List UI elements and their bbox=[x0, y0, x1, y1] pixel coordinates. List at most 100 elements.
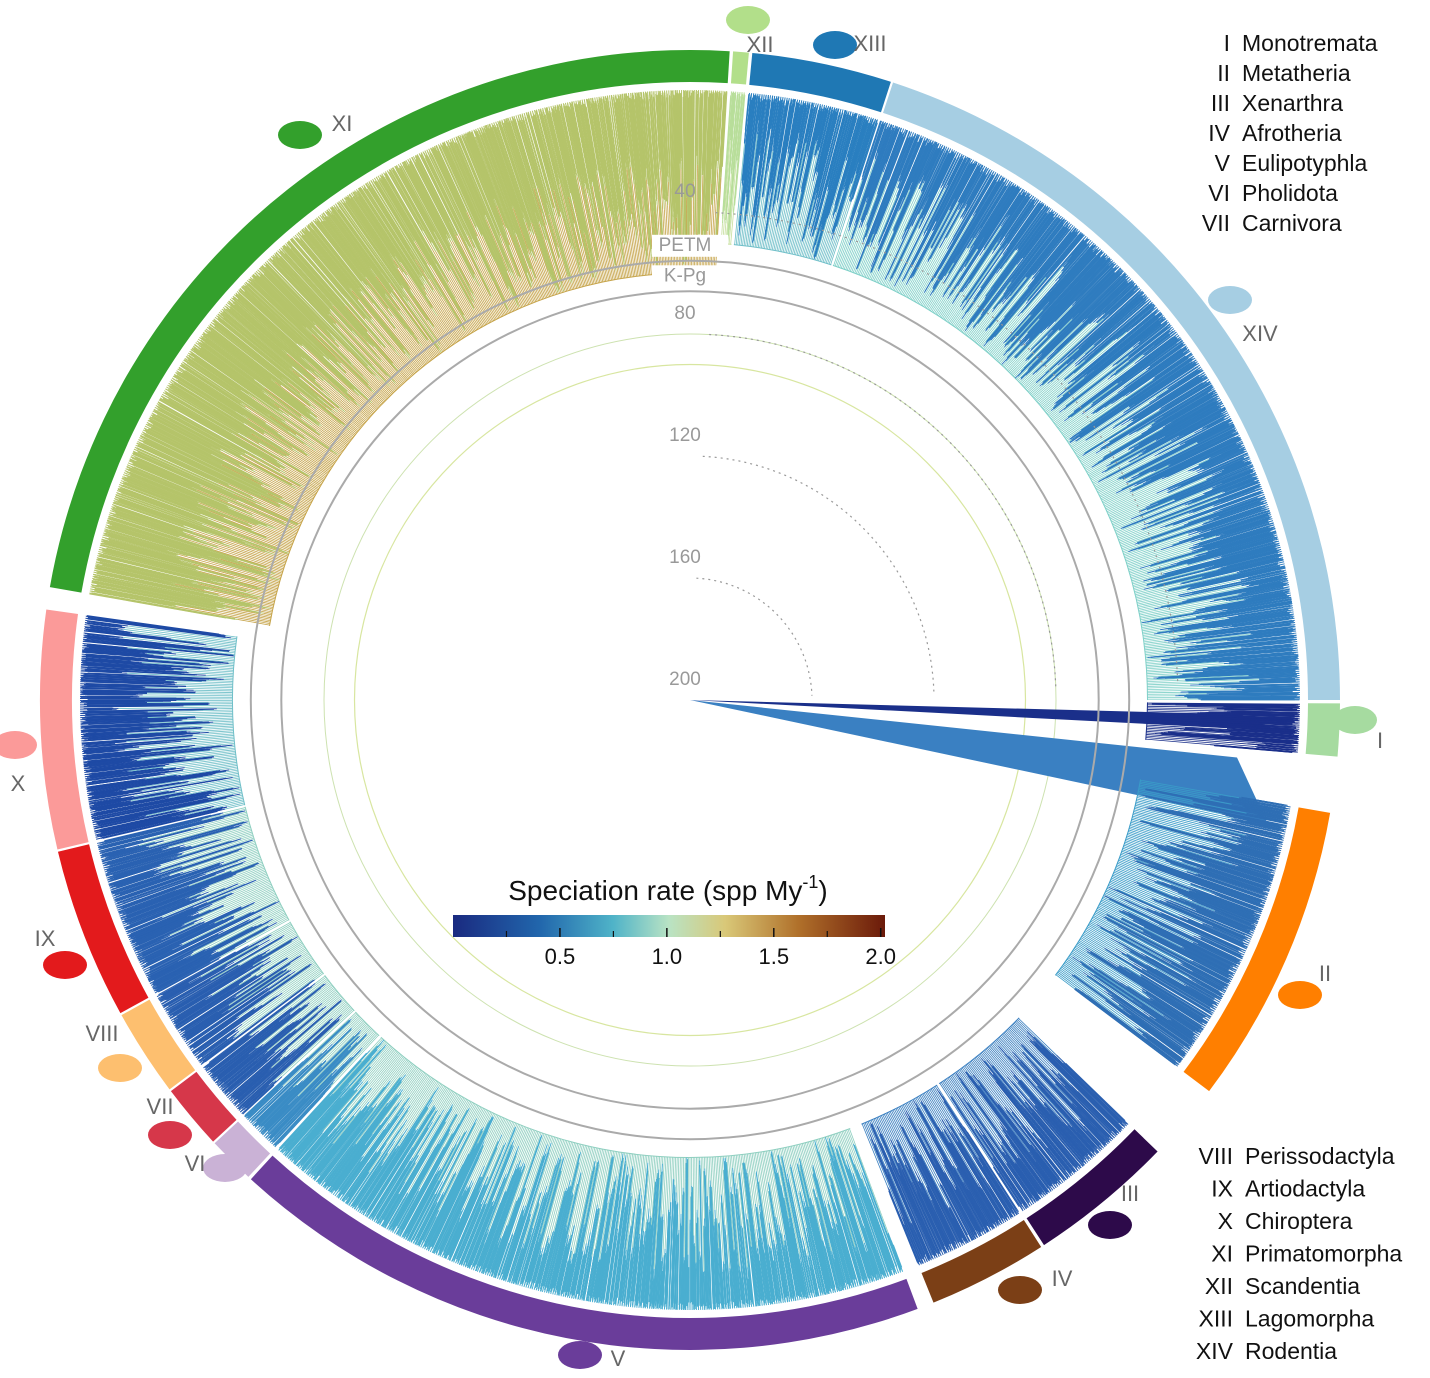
tip bbox=[1006, 1076, 1084, 1167]
tip bbox=[1209, 941, 1242, 958]
tip bbox=[80, 693, 143, 696]
branch bbox=[1124, 841, 1174, 859]
tip bbox=[939, 1182, 971, 1243]
phylogeny bbox=[79, 89, 1300, 1310]
branch bbox=[1114, 868, 1189, 899]
branch bbox=[971, 1059, 1011, 1109]
branch bbox=[968, 1062, 1032, 1145]
tip bbox=[928, 1130, 986, 1234]
tip bbox=[918, 1194, 946, 1252]
tip bbox=[901, 1126, 960, 1243]
tip bbox=[1133, 881, 1255, 932]
branch bbox=[1097, 906, 1121, 919]
branch bbox=[1113, 873, 1134, 883]
tip bbox=[977, 1079, 1058, 1185]
tip bbox=[1236, 843, 1281, 856]
tip bbox=[1141, 849, 1264, 892]
branch bbox=[997, 1038, 1014, 1056]
tip bbox=[1074, 987, 1176, 1064]
tip bbox=[1132, 920, 1237, 973]
branch bbox=[867, 1121, 911, 1223]
tip bbox=[1229, 733, 1298, 739]
tip bbox=[1072, 956, 1197, 1041]
tip bbox=[1199, 711, 1300, 716]
branch bbox=[1122, 847, 1198, 875]
branch bbox=[1132, 817, 1206, 838]
tip bbox=[1220, 829, 1275, 845]
tip bbox=[1035, 1043, 1121, 1129]
tip bbox=[1117, 926, 1230, 986]
tip bbox=[1030, 1064, 1108, 1146]
branch bbox=[950, 1075, 1004, 1153]
branch bbox=[1123, 844, 1141, 852]
tip bbox=[904, 1112, 973, 1242]
tip bbox=[959, 1092, 1036, 1204]
tip bbox=[1205, 836, 1280, 858]
tip bbox=[1022, 1051, 1108, 1143]
branch bbox=[1140, 781, 1219, 797]
tip bbox=[1204, 863, 1272, 886]
branch bbox=[1089, 922, 1189, 978]
tip bbox=[1145, 955, 1222, 1000]
tip bbox=[1055, 1077, 1115, 1139]
branch bbox=[1102, 896, 1150, 920]
tip bbox=[1103, 895, 1242, 962]
branch bbox=[861, 1123, 889, 1188]
tip bbox=[913, 1147, 963, 1244]
tip bbox=[1113, 929, 1227, 992]
branch bbox=[1145, 737, 1255, 747]
tip bbox=[1254, 746, 1298, 751]
tip bbox=[1178, 913, 1249, 946]
tip bbox=[1199, 965, 1230, 982]
branch bbox=[385, 1042, 388, 1046]
branch bbox=[1058, 970, 1135, 1027]
tip bbox=[1117, 966, 1208, 1024]
tip bbox=[1171, 848, 1273, 881]
tip bbox=[1246, 743, 1299, 749]
branch bbox=[493, 1113, 496, 1118]
tip bbox=[1227, 818, 1286, 833]
branch bbox=[1137, 793, 1143, 796]
tip bbox=[1105, 989, 1191, 1050]
tip bbox=[1214, 745, 1293, 753]
tip bbox=[1140, 974, 1208, 1016]
tip bbox=[1189, 886, 1262, 915]
branch bbox=[1077, 942, 1087, 949]
branch bbox=[946, 1078, 955, 1091]
tip bbox=[1079, 960, 1196, 1039]
branch bbox=[1125, 838, 1205, 865]
branch bbox=[963, 1066, 971, 1076]
tip bbox=[1026, 1035, 1123, 1131]
tip bbox=[1024, 1101, 1079, 1166]
tip bbox=[1028, 1098, 1085, 1166]
branch bbox=[708, 1157, 711, 1181]
branch bbox=[973, 1058, 1027, 1127]
tip bbox=[1044, 1101, 1093, 1157]
tip bbox=[1246, 728, 1300, 732]
tip bbox=[1116, 979, 1201, 1036]
tip bbox=[1103, 990, 1190, 1052]
branch bbox=[437, 1089, 451, 1111]
tip bbox=[955, 1072, 1045, 1197]
branch bbox=[901, 1105, 906, 1113]
tip bbox=[1141, 820, 1275, 858]
tip bbox=[1115, 948, 1217, 1009]
tip bbox=[972, 1156, 1012, 1219]
branch bbox=[1016, 1020, 1028, 1032]
tip bbox=[1032, 1155, 1054, 1183]
branch bbox=[1118, 859, 1190, 888]
tip bbox=[1183, 983, 1220, 1005]
tip bbox=[1236, 866, 1269, 877]
branch bbox=[1076, 944, 1087, 952]
tip bbox=[1014, 1161, 1042, 1200]
tip bbox=[1197, 712, 1300, 717]
tip bbox=[951, 1096, 1023, 1204]
tip bbox=[1214, 910, 1257, 928]
tip bbox=[994, 1080, 1072, 1177]
tip bbox=[1133, 962, 1215, 1012]
tip bbox=[980, 1058, 1076, 1174]
tip bbox=[895, 1152, 942, 1252]
branch bbox=[872, 1119, 891, 1159]
tip bbox=[1110, 997, 1189, 1053]
branch bbox=[1146, 723, 1247, 730]
